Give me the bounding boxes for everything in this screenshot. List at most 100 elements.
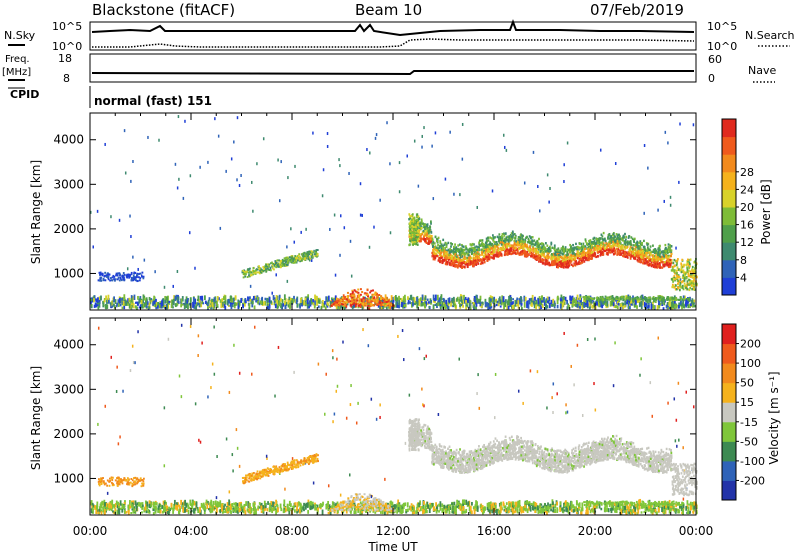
echo-cell [123, 300, 126, 306]
echo-cell [561, 265, 563, 269]
echo-cell [486, 259, 489, 262]
echo-cell [571, 258, 573, 262]
echo-cell [320, 305, 323, 310]
echo-cell [252, 209, 254, 213]
echo-cell [630, 303, 633, 306]
echo-cell [114, 299, 117, 305]
echo-cell [486, 244, 488, 247]
echo-cell [595, 255, 598, 259]
echo-cell [102, 279, 105, 282]
echo-cell [485, 237, 488, 240]
echo-cell [474, 248, 477, 251]
echo-cell [137, 295, 139, 300]
echo-cell [345, 301, 348, 304]
echo-cell [387, 299, 390, 305]
echo-cell [349, 294, 352, 297]
echo-cell [333, 297, 336, 301]
echo-cell [614, 297, 617, 302]
echo-cell [625, 245, 628, 249]
echo-cell [539, 250, 542, 253]
echo-cell [569, 260, 572, 263]
echo-cell [359, 182, 362, 186]
echo-cell [158, 304, 161, 309]
echo-cell [93, 298, 95, 302]
echo-cell [565, 258, 567, 261]
noise-tick-low-right: 10^0 [707, 40, 737, 53]
echo-cell [448, 255, 451, 258]
echo-cell [645, 251, 648, 255]
echo-cell [437, 301, 439, 307]
echo-cell [530, 252, 533, 256]
echo-cell [121, 306, 124, 310]
echo-cell [647, 264, 650, 267]
echo-cell [446, 256, 449, 259]
echo-cell [554, 257, 556, 261]
echo-cell [654, 262, 657, 266]
echo-cell [382, 301, 385, 305]
echo-cell [474, 298, 477, 301]
echo-cell [522, 243, 525, 247]
echo-cell [437, 259, 440, 262]
echo-cell [258, 265, 260, 268]
echo-cell [590, 251, 593, 255]
echo-cell [445, 256, 447, 259]
echo-cell [617, 237, 620, 241]
echo-cell [527, 253, 529, 257]
echo-cell [499, 251, 502, 254]
echo-cell [411, 242, 414, 246]
echo-cell [647, 166, 649, 170]
echo-cell [260, 297, 263, 301]
echo-cell [313, 249, 315, 253]
echo-cell [517, 247, 520, 251]
echo-cell [280, 160, 282, 164]
echo-cell [393, 304, 396, 308]
echo-cell [252, 273, 254, 276]
echo-cell [296, 256, 299, 259]
echo-cell [636, 251, 639, 254]
echo-cell [639, 242, 642, 246]
echo-cell [311, 253, 314, 256]
echo-cell [385, 306, 388, 310]
echo-cell [576, 294, 579, 300]
echo-cell [561, 302, 564, 308]
echo-cell [597, 238, 599, 242]
echo-cell [403, 304, 406, 308]
echo-cell [467, 249, 470, 252]
echo-cell [308, 256, 311, 259]
echo-cell [654, 266, 656, 269]
echo-cell [469, 260, 472, 263]
echo-cell [501, 237, 504, 241]
echo-cell [600, 253, 603, 256]
echo-cell [636, 259, 639, 262]
echo-cell [546, 261, 549, 265]
echo-cell [498, 240, 500, 243]
echo-cell [533, 301, 536, 306]
echo-cell [600, 300, 603, 306]
echo-cell [115, 274, 117, 277]
echo-cell [296, 255, 299, 258]
echo-cell [626, 299, 629, 305]
echo-cell [651, 259, 653, 262]
echo-cell [526, 251, 529, 254]
echo-cell [584, 299, 587, 305]
echo-cell [591, 242, 594, 245]
echo-cell [641, 243, 643, 247]
echo-cell [452, 296, 455, 303]
echo-cell [324, 301, 326, 305]
echo-cell [424, 237, 426, 241]
echo-cell [244, 275, 247, 278]
echo-cell [162, 302, 165, 308]
echo-cell [426, 224, 429, 227]
echo-cell [587, 248, 589, 251]
echo-cell [659, 255, 662, 259]
echo-cell [579, 297, 581, 301]
echo-cell [403, 296, 405, 301]
echo-cell [499, 302, 502, 305]
echo-cell [252, 295, 255, 301]
echo-cell [492, 299, 495, 304]
echo-cell [525, 252, 528, 255]
echo-cell [606, 300, 609, 307]
echo-cell [540, 246, 543, 250]
echo-cell [639, 253, 642, 257]
echo-cell [625, 235, 628, 239]
